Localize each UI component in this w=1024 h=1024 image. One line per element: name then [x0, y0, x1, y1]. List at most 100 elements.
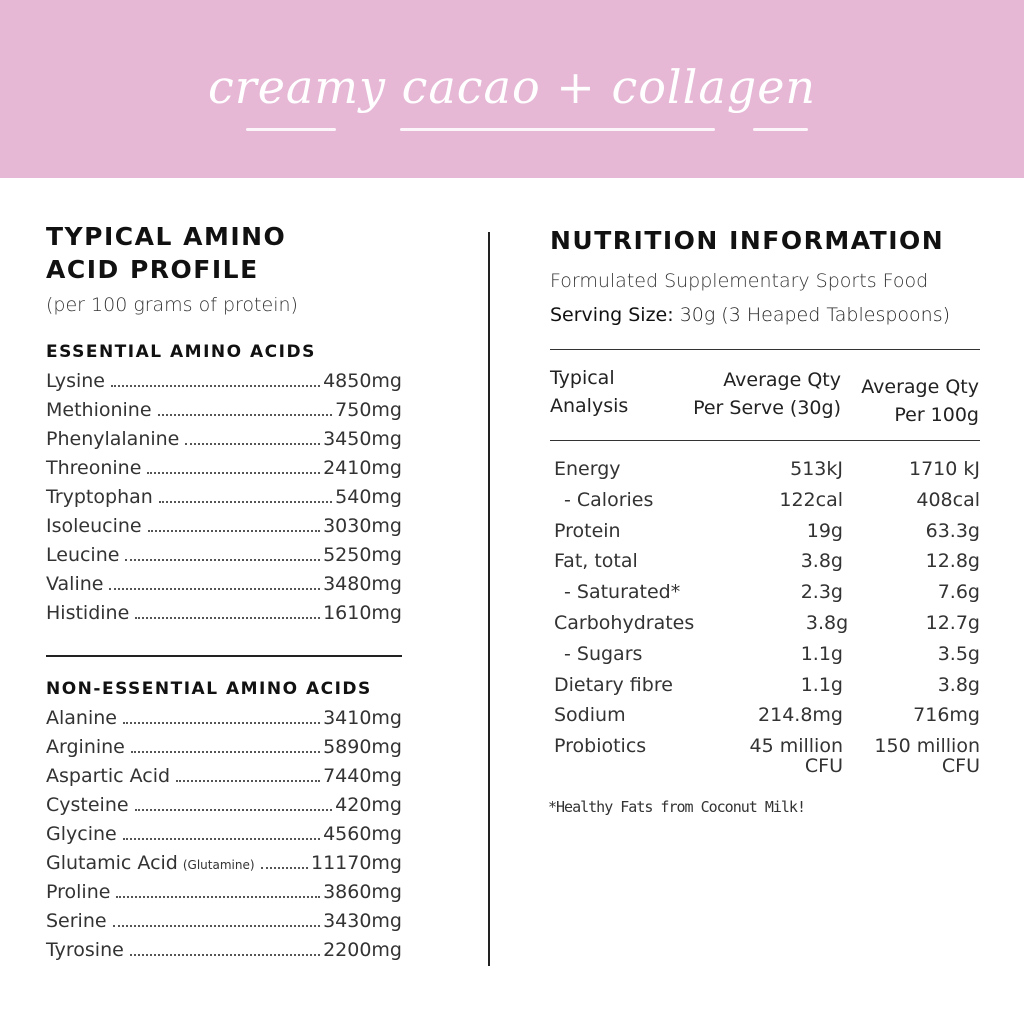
dot-leader: [260, 867, 308, 869]
per-100g-value: 408cal: [843, 490, 980, 510]
value-text: 1.1g: [800, 642, 843, 665]
value-text: 3.8g: [805, 611, 849, 634]
nutrition-row: Carbohydrates 3.8g 12.7g: [550, 612, 980, 643]
nutrient-name: Probiotics: [554, 735, 647, 758]
amino-row: Histidine 1610mg: [46, 602, 402, 631]
per-serve-value: 122cal: [683, 490, 843, 510]
amino-row: Tyrosine 2200mg: [46, 939, 402, 968]
value-text: 1.1g: [800, 673, 843, 696]
decorative-underline: [400, 128, 715, 131]
amino-row: Alanine 3410mg: [46, 707, 402, 736]
amino-title-line1: TYPICAL AMINO: [46, 222, 287, 251]
amino-row: Glycine 4560mg: [46, 823, 402, 852]
value-text: 122cal: [779, 488, 843, 511]
amino-name: Serine: [46, 910, 107, 932]
amino-row: Valine 3480mg: [46, 573, 402, 602]
per-serve-value: 1.1g: [683, 644, 843, 664]
header-text: Analysis: [550, 395, 629, 417]
header-banner: creamy cacao + collagen: [0, 0, 1024, 178]
amino-row: Arginine 5890mg: [46, 736, 402, 765]
nutrition-row: - Sugars 1.1g 3.5g: [550, 643, 980, 674]
amino-value: 7440mg: [323, 765, 402, 787]
amino-value: 1610mg: [323, 602, 402, 624]
amino-value: 2410mg: [323, 457, 402, 479]
amino-row: Tryptophan 540mg: [46, 486, 402, 515]
dot-leader: [122, 722, 321, 724]
amino-row: Leucine 5250mg: [46, 544, 402, 573]
essential-heading: ESSENTIAL AMINO ACIDS: [46, 342, 316, 362]
per-serve-value: 2.3g: [683, 582, 843, 602]
value-text: 63.3g: [925, 519, 980, 542]
nutrition-row: - Saturated* 2.3g 7.6g: [550, 581, 980, 612]
amino-value: 3480mg: [323, 573, 402, 595]
value-unit: CFU: [804, 755, 843, 778]
amino-name: Isoleucine: [46, 515, 142, 537]
amino-row: Cysteine 420mg: [46, 794, 402, 823]
column-divider: [488, 232, 490, 966]
serving-size: Serving Size: 30g (3 Heaped Tablespoons): [550, 304, 950, 326]
header-text: Typical: [550, 367, 615, 389]
serving-label: Serving Size:: [550, 304, 674, 326]
nonessential-list: Alanine 3410mg Arginine 5890mg Aspartic Acid…: [46, 707, 402, 968]
amino-value: 11170mg: [310, 852, 402, 874]
nutrition-row: Protein 19g 63.3g: [550, 520, 980, 551]
per-100g-value: 716mg: [843, 705, 980, 725]
value-text: 45 million: [749, 735, 843, 758]
amino-row: Threonine 2410mg: [46, 457, 402, 486]
dot-leader: [109, 588, 321, 590]
dot-leader: [134, 809, 333, 811]
value-text: 12.7g: [925, 611, 980, 634]
dot-leader: [125, 559, 321, 561]
dot-leader: [116, 896, 321, 898]
amino-name: Threonine: [46, 457, 142, 479]
amino-title-line2: ACID PROFILE: [46, 255, 259, 284]
amino-name: Aspartic Acid: [46, 765, 171, 787]
nutrition-subtitle: Formulated Supplementary Sports Food: [550, 270, 929, 292]
nutrient-name: Carbohydrates: [554, 611, 695, 634]
per-100g-value: 12.7g: [848, 613, 980, 633]
amino-subtitle: (per 100 grams of protein): [46, 294, 298, 316]
amino-name: Phenylalanine: [46, 428, 180, 450]
value-text: 19g: [806, 519, 843, 542]
nutrient-name: Sodium: [554, 704, 626, 727]
dot-leader: [147, 472, 321, 474]
amino-row: Methionine 750mg: [46, 399, 402, 428]
value-text: 12.8g: [925, 550, 980, 573]
amino-value: 4850mg: [323, 370, 402, 392]
nutrient-name: Protein: [554, 519, 621, 542]
amino-value: 3030mg: [323, 515, 402, 537]
dot-leader: [158, 501, 333, 503]
amino-value: 540mg: [335, 486, 402, 508]
amino-name: Methionine: [46, 399, 152, 421]
amino-row: Serine 3430mg: [46, 910, 402, 939]
per-100g-value: 150 million CFU: [843, 736, 980, 776]
amino-value: 3450mg: [323, 428, 402, 450]
per-serve-value: 3.8g: [694, 613, 848, 633]
amino-row: Glutamic Acid (Glutamine) 11170mg: [46, 852, 402, 881]
divider: [46, 655, 402, 657]
value-text: 716mg: [913, 704, 980, 727]
nutrition-row: Dietary fibre 1.1g 3.8g: [550, 674, 980, 705]
amino-value: 3860mg: [323, 881, 402, 903]
nutrient-name: - Saturated*: [564, 581, 681, 604]
serving-value: 30g (3 Heaped Tablespoons): [679, 304, 951, 326]
dot-leader: [122, 838, 321, 840]
header-per-serve: Average Qty Per Serve (30g): [693, 366, 841, 422]
amino-name: Histidine: [46, 602, 130, 624]
amino-name: Glycine: [46, 823, 117, 845]
dot-leader: [157, 414, 333, 416]
nutrition-row: - Calories 122cal 408cal: [550, 489, 980, 520]
value-text: 3.8g: [800, 550, 843, 573]
amino-name: Leucine: [46, 544, 120, 566]
amino-value: 3430mg: [323, 910, 402, 932]
dot-leader: [147, 530, 321, 532]
amino-value: 3410mg: [323, 707, 402, 729]
value-text: 3.5g: [937, 642, 980, 665]
value-text: 214.8mg: [758, 704, 843, 727]
per-serve-value: 3.8g: [683, 551, 843, 571]
per-100g-value: 1710 kJ: [843, 459, 980, 479]
dot-leader: [176, 780, 321, 782]
nutrition-row: Fat, total 3.8g 12.8g: [550, 550, 980, 581]
amino-row: Isoleucine 3030mg: [46, 515, 402, 544]
dot-leader: [135, 617, 321, 619]
